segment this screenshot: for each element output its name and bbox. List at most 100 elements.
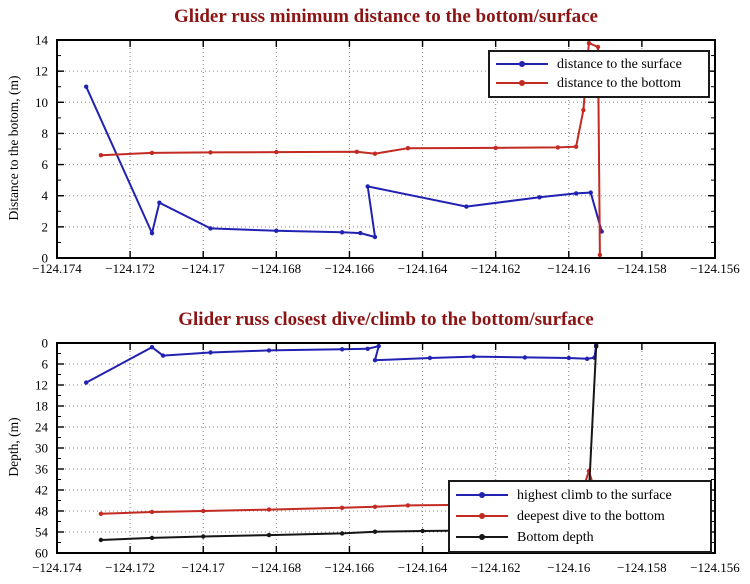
data-point-distance-to-the-surface — [84, 84, 89, 89]
data-point-distance-to-the-bottom — [581, 107, 586, 113]
legend-label-distance-to-bottom: distance to the bottom — [557, 75, 682, 91]
x-tick-label: −124.156 — [690, 261, 740, 276]
data-point-highest-climb-to-the-surface — [339, 347, 345, 352]
data-point-distance-to-the-surface — [573, 191, 579, 196]
data-point-highest-climb-to-the-surface — [522, 355, 528, 360]
y-tick-label: 18 — [35, 399, 48, 414]
data-point-deepest-dive-to-the-bottom — [266, 507, 272, 512]
data-point-distance-to-the-surface — [588, 190, 593, 195]
data-point-highest-climb-to-the-surface — [365, 346, 370, 351]
data-point-highest-climb-to-the-surface — [376, 343, 381, 349]
data-point-distance-to-the-bottom — [586, 40, 592, 46]
data-point-distance-to-the-surface — [365, 184, 370, 189]
data-point-highest-climb-to-the-surface — [471, 354, 476, 359]
y-tick-label: 30 — [35, 441, 48, 456]
y-tick-label: 4 — [42, 188, 49, 203]
legend-dive-climb: highest climb to the surface deepest div… — [448, 480, 712, 553]
x-tick-label: −124.17 — [182, 261, 226, 276]
y-tick-label: 12 — [35, 64, 48, 79]
data-point-highest-climb-to-the-surface — [208, 350, 213, 355]
legend-label-distance-to-surface: distance to the surface — [557, 56, 682, 72]
x-tick-label: −124.158 — [617, 560, 667, 575]
legend-item-distance-to-surface: distance to the surface — [496, 57, 702, 72]
x-tick-label: −124.168 — [252, 560, 302, 575]
data-point-distance-to-the-surface — [464, 204, 469, 209]
data-point-distance-to-the-bottom — [555, 145, 560, 150]
y-tick-label: 8 — [42, 126, 49, 141]
data-point-distance-to-the-bottom — [405, 146, 411, 151]
chart-title-min-distance: Glider russ minimum distance to the bott… — [174, 6, 598, 27]
y-tick-label: 12 — [35, 378, 48, 393]
data-point-highest-climb-to-the-surface — [584, 356, 590, 361]
series-line-distance-to-the-surface — [85, 86, 603, 239]
series-line-highest-climb-to-the-surface — [85, 344, 598, 384]
legend-marker-dot — [519, 61, 525, 68]
data-point-distance-to-the-surface — [274, 228, 279, 233]
x-tick-label: −124.17 — [182, 560, 226, 575]
x-tick-label: −124.174 — [32, 560, 82, 575]
data-point-bottom-depth — [372, 529, 378, 534]
data-point-distance-to-the-surface — [358, 230, 363, 236]
data-point-highest-climb-to-the-surface — [427, 355, 433, 361]
x-tick-label: −124.16 — [547, 261, 591, 276]
data-point-deepest-dive-to-the-bottom — [149, 509, 155, 515]
legend-line-sample-red — [456, 513, 508, 520]
data-point-distance-to-the-bottom — [274, 149, 279, 155]
x-tick-label: −124.16 — [547, 560, 591, 575]
y-tick-label: 54 — [35, 525, 49, 540]
data-point-bottom-depth — [98, 537, 104, 543]
y-tick-label: 48 — [35, 504, 48, 519]
data-point-distance-to-the-bottom — [573, 144, 579, 149]
y-tick-label: 0 — [42, 336, 49, 351]
legend-marker-dot — [479, 513, 485, 520]
data-point-bottom-depth — [420, 528, 425, 534]
x-tick-label: −124.172 — [105, 261, 155, 276]
data-point-highest-climb-to-the-surface — [266, 348, 272, 353]
legend-marker-dot — [479, 534, 485, 541]
legend-min-distance: distance to the surface distance to the … — [488, 50, 710, 98]
data-point-highest-climb-to-the-surface — [372, 358, 378, 363]
legend-line-sample-blue — [456, 492, 508, 499]
x-tick-label: −124.174 — [32, 261, 82, 276]
data-point-distance-to-the-bottom — [98, 153, 104, 158]
x-tick-label: −124.162 — [471, 261, 521, 276]
legend-line-sample-black — [456, 534, 508, 541]
legend-item-distance-to-bottom: distance to the bottom — [496, 76, 702, 91]
data-point-highest-climb-to-the-surface — [566, 355, 571, 361]
data-point-distance-to-the-bottom — [597, 252, 603, 258]
data-point-bottom-depth — [594, 344, 599, 349]
x-tick-label: −124.166 — [325, 261, 375, 276]
y-tick-label: 2 — [42, 219, 49, 234]
data-point-deepest-dive-to-the-bottom — [201, 508, 206, 514]
data-point-distance-to-the-bottom — [493, 145, 498, 151]
legend-marker-dot — [519, 80, 525, 87]
data-point-highest-climb-to-the-surface — [84, 380, 89, 385]
y-tick-label: 14 — [35, 33, 49, 48]
data-point-deepest-dive-to-the-bottom — [339, 505, 345, 510]
data-point-highest-climb-to-the-surface — [149, 345, 155, 350]
y-tick-label: 24 — [35, 420, 49, 435]
chart-dive-climb: Glider russ closest dive/climb to the bo… — [0, 296, 750, 584]
data-point-distance-to-the-surface — [537, 195, 542, 200]
data-point-bottom-depth — [149, 535, 155, 541]
x-tick-label: −124.172 — [105, 560, 155, 575]
data-point-highest-climb-to-the-surface — [160, 353, 166, 358]
x-tick-label: −124.164 — [398, 261, 448, 276]
chart-canvas-min-distance: −124.174 −124.172 −124.17 −124.168 −124.166−… — [32, 33, 740, 277]
legend-marker-dot — [479, 492, 485, 499]
y-tick-label: 60 — [35, 546, 48, 561]
y-tick-label: 6 — [42, 157, 49, 172]
data-point-distance-to-the-bottom — [149, 150, 155, 156]
chart-min-distance: Glider russ minimum distance to the bott… — [6, 6, 740, 277]
data-point-distance-to-the-bottom — [595, 44, 601, 50]
legend-label-bottom-depth: Bottom depth — [517, 529, 594, 545]
data-point-distance-to-the-bottom — [208, 150, 213, 155]
data-point-distance-to-the-surface — [372, 234, 378, 240]
data-point-distance-to-the-surface — [157, 200, 162, 205]
x-tick-label: −124.156 — [690, 560, 740, 575]
y-tick-label: 0 — [42, 251, 49, 266]
data-point-deepest-dive-to-the-bottom — [372, 504, 378, 509]
x-tick-label: −124.168 — [252, 261, 302, 276]
data-point-distance-to-the-surface — [339, 230, 345, 235]
